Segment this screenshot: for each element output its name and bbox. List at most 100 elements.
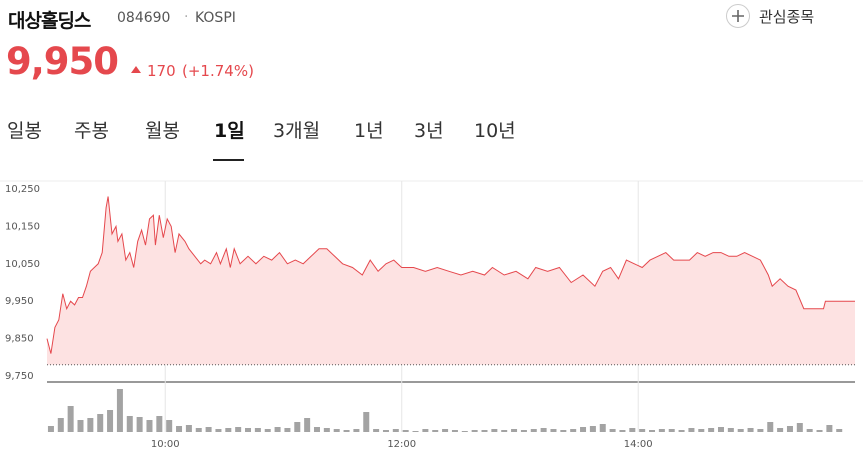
- stock-name: 대상홀딩스: [8, 10, 91, 32]
- separator: ·: [184, 9, 189, 25]
- volume-bar: [245, 428, 252, 432]
- period-tab[interactable]: 3년: [414, 120, 444, 142]
- volume-bar: [422, 429, 429, 432]
- volume-bar: [570, 429, 577, 432]
- volume-bar: [717, 427, 724, 432]
- watch-button[interactable]: [726, 4, 750, 28]
- price-area: [47, 196, 855, 365]
- volume-bar: [402, 430, 409, 432]
- volume-bar: [116, 389, 123, 432]
- volume-bar: [373, 429, 380, 432]
- volume-bar: [185, 425, 192, 432]
- volume-bar: [501, 430, 508, 432]
- volume-bar: [767, 422, 774, 432]
- volume-bar: [826, 425, 833, 432]
- x-tick-label: 12:00: [387, 439, 416, 450]
- volume-bar: [678, 430, 685, 432]
- volume-bar: [47, 426, 54, 432]
- volume-bar: [156, 416, 163, 432]
- volume-bar: [777, 428, 784, 432]
- change: 170: [147, 62, 176, 80]
- volume-bar: [392, 429, 399, 432]
- volume-bar: [254, 428, 261, 432]
- volume-bar: [609, 429, 616, 432]
- market: KOSPI: [195, 10, 236, 26]
- volume-bar: [698, 429, 705, 432]
- period-tab[interactable]: 월봉: [145, 120, 180, 142]
- volume-bar: [215, 429, 222, 432]
- period-tab[interactable]: 1일: [214, 120, 245, 142]
- y-tick-label: 9,950: [5, 296, 34, 307]
- volume-bar: [589, 426, 596, 432]
- change-pct: (+1.74%): [182, 62, 254, 80]
- volume-bar: [451, 430, 458, 432]
- plus-icon: [732, 10, 744, 22]
- y-tick-label: 9,750: [5, 371, 34, 382]
- period-tab[interactable]: 주봉: [74, 120, 109, 142]
- volume-bar: [737, 429, 744, 432]
- price-line: [46, 196, 855, 354]
- volume-bar: [235, 427, 242, 432]
- volume-bar: [668, 429, 675, 432]
- volume-bar: [540, 428, 547, 432]
- volume-bar: [77, 420, 84, 432]
- volume-bar: [176, 426, 183, 432]
- volume-bar: [363, 412, 370, 432]
- volume-bar: [471, 430, 478, 432]
- stock-code: 084690: [117, 10, 171, 26]
- price: 9,950: [6, 40, 119, 83]
- volume-bar: [57, 418, 64, 432]
- volume-bar: [264, 429, 271, 432]
- volume-bar: [461, 431, 468, 432]
- volume-bar: [727, 428, 734, 432]
- period-tab[interactable]: 10년: [474, 120, 516, 142]
- volume-bar: [757, 429, 764, 432]
- volume-bar: [166, 420, 173, 432]
- volume-bar: [274, 427, 281, 432]
- volume-bar: [688, 428, 695, 432]
- period-tab[interactable]: 1년: [354, 120, 384, 142]
- volume-bar: [796, 423, 803, 432]
- volume-bar: [353, 429, 360, 432]
- period-tab[interactable]: 일봉: [7, 120, 42, 142]
- volume-bar: [511, 429, 518, 432]
- volume-bar: [708, 428, 715, 432]
- volume-bar: [323, 428, 330, 432]
- x-tick-label: 14:00: [624, 439, 653, 450]
- volume-bar: [619, 430, 626, 432]
- volume-bar: [806, 429, 813, 432]
- volume-bar: [530, 429, 537, 432]
- volume-bar: [432, 430, 439, 432]
- volume-bar: [382, 430, 389, 432]
- volume-bar: [599, 424, 606, 432]
- volume-bar: [67, 406, 74, 432]
- x-tick-label: 10:00: [151, 439, 180, 450]
- volume-bar: [107, 410, 114, 432]
- volume-bar: [491, 429, 498, 432]
- volume-bar: [649, 430, 656, 432]
- watch-label[interactable]: 관심종목: [759, 8, 815, 26]
- period-tab[interactable]: 3개월: [273, 120, 321, 142]
- volume-bar: [126, 416, 133, 432]
- volume-bar: [560, 430, 567, 432]
- volume-bar: [146, 420, 153, 432]
- volume-bar: [195, 428, 202, 432]
- volume-bar: [550, 429, 557, 432]
- volume-bar: [136, 417, 143, 432]
- volume-bar: [629, 428, 636, 432]
- tab-underline: [213, 159, 244, 161]
- volume-bar: [639, 429, 646, 432]
- volume-bar: [313, 427, 320, 432]
- volume-bar: [284, 428, 291, 432]
- volume-bar: [747, 428, 754, 432]
- y-tick-label: 10,050: [5, 259, 40, 270]
- volume-bar: [97, 414, 104, 432]
- volume-bar: [333, 429, 340, 432]
- volume-bar: [225, 428, 232, 432]
- volume-bar: [816, 430, 823, 432]
- y-tick-label: 10,250: [5, 184, 40, 195]
- volume-bar: [786, 426, 793, 432]
- volume-bar: [205, 427, 212, 432]
